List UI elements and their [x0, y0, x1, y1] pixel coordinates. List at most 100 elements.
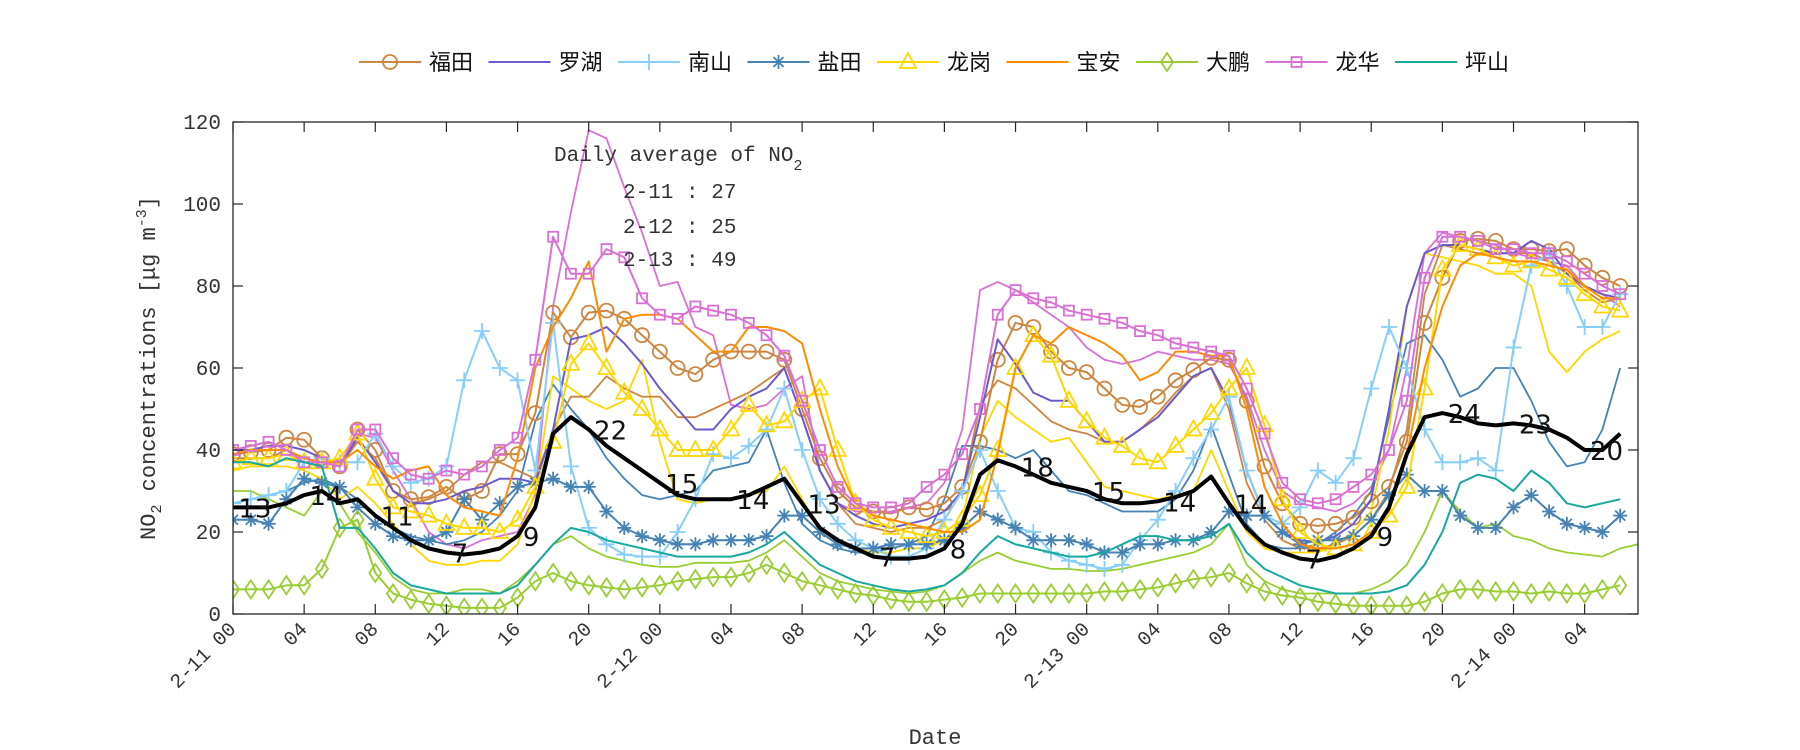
data-point-plus: [1309, 462, 1326, 479]
legend-item-大鹏[interactable]: 大鹏: [1136, 51, 1250, 76]
series-layer: [233, 129, 1638, 614]
data-point-square: [885, 501, 897, 514]
data-point-diamond: [1524, 582, 1539, 605]
data-point-triangle: [365, 467, 385, 486]
legend-marker-asterisk: [771, 55, 786, 69]
data-point-plus: [1292, 499, 1309, 516]
x-tick-label: 08: [1205, 619, 1238, 652]
data-point-triangle: [881, 516, 901, 535]
line-value-label: 22: [594, 417, 627, 447]
data-point-plus: [242, 491, 259, 508]
data-point-square: [1596, 280, 1609, 292]
data-point-asterisk: [759, 529, 774, 544]
legend-item-罗湖[interactable]: 罗湖: [488, 51, 603, 76]
line-value-label: 11: [381, 503, 414, 533]
data-point-diamond: [1275, 584, 1290, 607]
data-point-diamond: [1399, 595, 1414, 614]
data-point-triangle: [863, 508, 883, 527]
data-point-asterisk: [599, 504, 614, 519]
data-point-diamond: [563, 570, 578, 592]
data-point-asterisk: [884, 537, 899, 552]
data-point-triangle: [1290, 521, 1310, 539]
data-point-triangle: [1023, 324, 1043, 343]
data-point-square: [404, 468, 417, 481]
data-point-triangle: [1450, 234, 1470, 252]
legend-label: 坪山: [1465, 51, 1509, 76]
legend-label: 龙华: [1336, 51, 1380, 76]
data-point-asterisk: [919, 537, 934, 552]
data-point-diamond: [1613, 574, 1628, 596]
data-point-diamond: [1257, 580, 1272, 603]
data-point-asterisk: [901, 537, 916, 552]
legend-item-盐田[interactable]: 盐田: [747, 51, 862, 76]
legend-marker-plus: [641, 54, 657, 70]
data-point-square: [600, 243, 613, 256]
data-point-square: [1062, 304, 1075, 317]
data-point-asterisk: [1417, 484, 1432, 498]
data-point-asterisk: [795, 508, 810, 523]
data-point-circle: [616, 310, 633, 327]
daily-average-annotation: Daily average of NO2 2-11 : 27 2-12 : 25…: [554, 145, 802, 273]
data-point-square: [1258, 427, 1271, 440]
data-point-asterisk: [1026, 533, 1041, 548]
line-labels: 13 14 11 7 9 22 15 14 13 7 8 18 15 14 14 7 9 24 23 20: [238, 400, 1623, 576]
data-point-plus: [509, 372, 526, 389]
data-point-asterisk: [1506, 500, 1521, 515]
data-point-triangle: [1041, 344, 1061, 363]
legend-item-福田[interactable]: 福田: [359, 51, 473, 76]
data-point-square: [440, 464, 453, 477]
data-point-square: [333, 460, 346, 473]
data-point-plus: [1487, 462, 1504, 479]
data-point-diamond: [1435, 582, 1450, 605]
data-point-asterisk: [1061, 533, 1076, 548]
data-point-asterisk: [350, 500, 365, 515]
legend-item-龙岗[interactable]: 龙岗: [877, 51, 991, 76]
legend-item-龙华[interactable]: 龙华: [1265, 51, 1380, 76]
data-point-asterisk: [1044, 533, 1059, 548]
data-point-square: [1294, 493, 1306, 506]
data-point-asterisk: [261, 516, 276, 531]
data-point-diamond: [1115, 580, 1130, 603]
data-point-asterisk: [830, 537, 845, 552]
line-value-label: 23: [1519, 410, 1552, 440]
data-point-triangle: [792, 389, 812, 408]
data-point-diamond: [474, 597, 490, 614]
data-point-asterisk: [635, 529, 650, 544]
data-point-asterisk: [652, 533, 667, 548]
series-line: [233, 411, 1622, 563]
data-point-square: [796, 394, 809, 407]
data-point-asterisk: [1524, 488, 1539, 503]
data-point-square: [956, 448, 969, 461]
data-point-plus: [349, 454, 366, 471]
data-point-diamond: [990, 582, 1005, 605]
legend-item-南山[interactable]: 南山: [618, 51, 732, 76]
legend-item-宝安[interactable]: 宝安: [1006, 51, 1121, 76]
data-point-triangle: [1610, 299, 1630, 318]
annotation-title: Daily average of NO2: [554, 145, 802, 175]
data-point-triangle: [650, 418, 670, 437]
data-point-circle: [1256, 458, 1273, 475]
data-point-plus: [1327, 474, 1344, 491]
x-tick-label: 04: [280, 619, 313, 652]
data-point-circle: [233, 446, 241, 462]
data-point-asterisk: [1595, 525, 1610, 539]
data-point-triangle: [1059, 389, 1079, 408]
data-point-circle: [1594, 269, 1611, 286]
data-point-square: [689, 300, 702, 313]
data-point-plus: [794, 442, 811, 458]
x-tick-label: 04: [1134, 619, 1167, 652]
data-point-square: [867, 501, 880, 514]
data-point-diamond: [777, 562, 792, 584]
data-point-triangle: [1112, 434, 1132, 453]
data-point-asterisk: [1310, 533, 1325, 548]
data-point-triangle: [454, 516, 474, 535]
legend-label: 大鹏: [1206, 51, 1250, 76]
data-point-plus: [1149, 511, 1166, 528]
data-point-circle: [598, 302, 615, 319]
data-point-triangle: [1077, 410, 1097, 429]
data-point-diamond: [1239, 572, 1254, 594]
legend-item-坪山[interactable]: 坪山: [1395, 51, 1509, 76]
data-point-diamond: [848, 582, 863, 605]
data-point-diamond: [1186, 568, 1201, 590]
data-point-diamond: [332, 517, 347, 539]
